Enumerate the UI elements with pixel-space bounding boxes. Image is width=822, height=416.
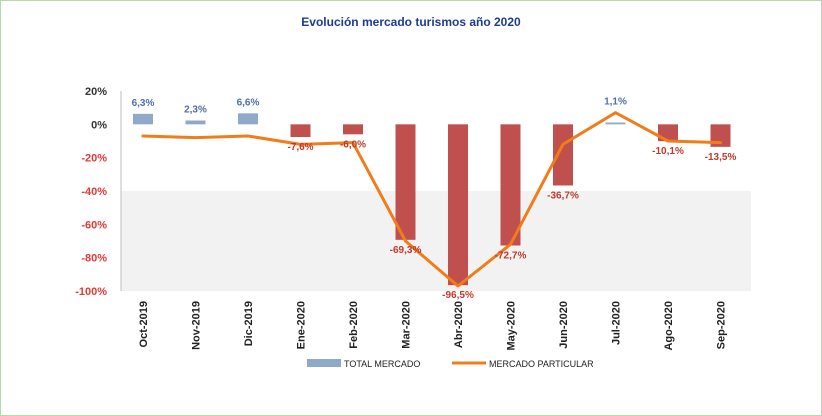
data-label: -96,5% (442, 290, 474, 301)
bar-May-2020 (500, 124, 521, 246)
line-mercado-particular (141, 111, 722, 288)
data-label: 6,3% (132, 98, 155, 109)
bar-Ene-2020 (290, 124, 311, 137)
x-tick-label: Sep-2020 (716, 301, 728, 349)
x-tick-label: May-2020 (506, 301, 518, 351)
x-tick-label: Mar-2020 (401, 301, 413, 349)
y-tick-label: -100% (75, 286, 107, 298)
data-label: -36,7% (547, 191, 579, 202)
data-label: -10,1% (652, 146, 684, 157)
data-label: -6,0% (340, 139, 366, 150)
bar-Nov-2019 (185, 120, 206, 125)
legend-label-total: TOTAL MERCADO (344, 359, 420, 369)
y-tick-label: -80% (81, 253, 107, 265)
chart-title: Evolución mercado turismos año 2020 (301, 15, 521, 29)
x-tick-label: Ene-2020 (296, 301, 308, 349)
data-label: 6,6% (237, 97, 260, 108)
data-label: -7,6% (287, 142, 313, 153)
y-tick-label: 0% (91, 119, 107, 131)
y-tick-label: 20% (85, 86, 107, 98)
x-tick-label: Ago-2020 (663, 301, 675, 351)
data-label: -13,5% (705, 152, 737, 163)
legend-swatch-total (307, 359, 341, 367)
y-tick-label: -40% (81, 186, 107, 198)
x-tick-label: Feb-2020 (348, 301, 360, 349)
bar-Feb-2020 (343, 124, 363, 135)
legend-label-particular: MERCADO PARTICULAR (489, 359, 594, 369)
data-label: -69,3% (390, 245, 422, 256)
plot-band (121, 191, 751, 291)
x-tick-label: Abr-2020 (453, 301, 465, 348)
bar-Oct-2019 (133, 113, 153, 125)
y-tick-label: -20% (81, 153, 107, 165)
bar-Abr-2020 (448, 124, 468, 286)
data-label: 1,1% (604, 97, 627, 108)
x-tick-label: Jun-2020 (558, 301, 570, 349)
bar-Mar-2020 (395, 124, 416, 240)
x-tick-label: Dic-2019 (243, 301, 255, 346)
x-tick-label: Nov-2019 (191, 301, 203, 350)
y-tick-label: -60% (81, 219, 107, 231)
data-label: -72,7% (495, 251, 527, 262)
bar-Jul-2020 (605, 122, 626, 125)
bar-Dic-2019 (238, 113, 258, 125)
x-tick-label: Oct-2019 (138, 301, 150, 347)
data-label: 2,3% (184, 105, 207, 116)
x-tick-label: Jul-2020 (611, 301, 623, 345)
